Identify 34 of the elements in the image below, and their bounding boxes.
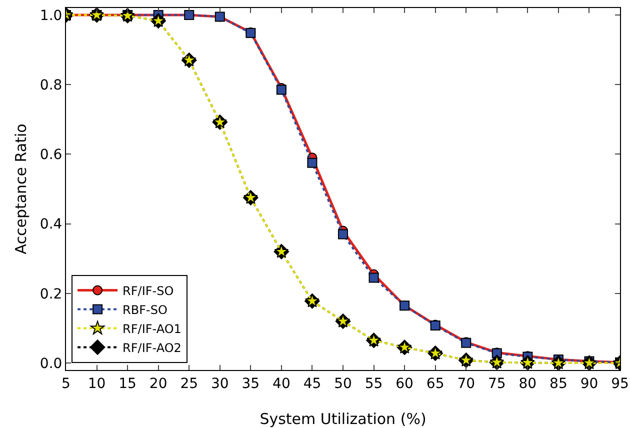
- x-tick-label: 90: [580, 376, 598, 392]
- legend-label: RF/IF-AO1: [122, 322, 182, 336]
- x-tick-label: 80: [518, 376, 537, 392]
- x-tick-label: 25: [180, 376, 198, 392]
- point: [338, 229, 348, 240]
- x-axis-title: System Utilization (%): [260, 410, 426, 428]
- x-tick-label: 95: [611, 376, 629, 392]
- y-tick-label: 1.0: [40, 8, 62, 24]
- y-tick-label: 0.4: [40, 216, 62, 233]
- y-axis-title: Acceptance Ratio: [12, 124, 30, 254]
- x-tick-label: 35: [242, 376, 260, 392]
- y-tick-label: 0.0: [40, 356, 62, 372]
- x-tick-label: 5: [62, 376, 70, 392]
- x-tick-label: 10: [88, 376, 106, 392]
- x-tick-label: 85: [550, 376, 568, 392]
- x-tick-label: 20: [149, 376, 168, 392]
- x-tick-label: 60: [396, 376, 414, 392]
- legend-label: RF/IF-SO: [122, 284, 174, 298]
- y-tick-label: 0.2: [40, 286, 62, 302]
- x-tick-label: 15: [118, 376, 136, 392]
- legend-label: RF/IF-AO2: [122, 340, 182, 355]
- x-tick-label: 75: [488, 376, 506, 392]
- y-tick-label: 0.8: [40, 77, 62, 94]
- x-tick-label: 40: [272, 376, 290, 392]
- x-tick-label: 70: [457, 376, 476, 392]
- x-tick-label: 30: [210, 376, 229, 392]
- point: [368, 272, 379, 283]
- x-tick-label: 55: [364, 376, 383, 392]
- point: [307, 158, 318, 168]
- x-tick-label: 65: [426, 376, 444, 392]
- x-tick-label: 50: [334, 376, 352, 392]
- x-tick-label: 45: [303, 376, 322, 392]
- legend-label: RBF-SO: [122, 302, 168, 317]
- y-tick-label: 0.6: [40, 147, 62, 164]
